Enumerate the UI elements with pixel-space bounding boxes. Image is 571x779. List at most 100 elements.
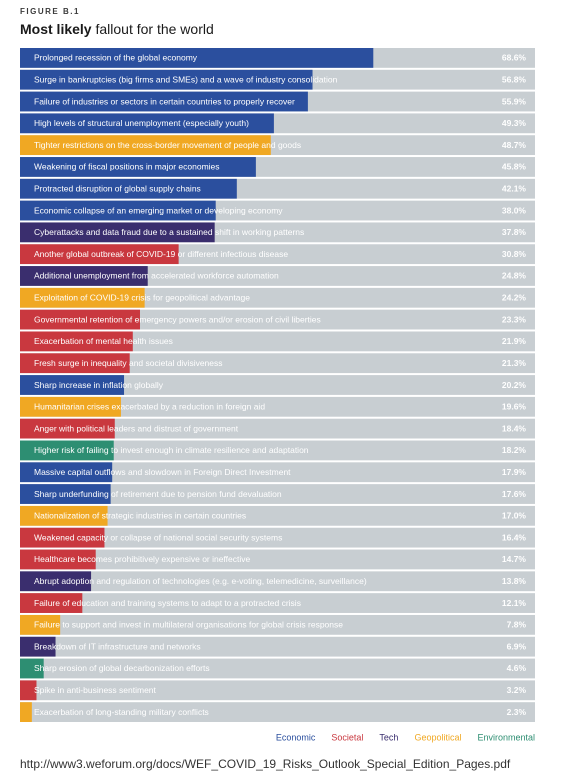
bar xyxy=(20,440,114,461)
bar-background xyxy=(20,702,535,722)
bar xyxy=(20,178,237,199)
category-label: Healthcare becomes prohibitively expensi… xyxy=(34,554,251,564)
bar-background xyxy=(20,593,535,613)
value-label: 7.8% xyxy=(507,620,527,630)
bar-background xyxy=(20,331,535,352)
bar-background xyxy=(20,636,535,657)
category-label: High levels of structural unemployment (… xyxy=(34,118,249,128)
value-label: 17.9% xyxy=(502,467,527,477)
category-label: Fresh surge in inequality and societal d… xyxy=(34,358,223,368)
figure-label: FIGURE B.1 xyxy=(20,7,80,16)
bar-background xyxy=(20,353,535,374)
bar xyxy=(20,91,308,112)
bar-background xyxy=(20,266,535,286)
category-label: Another global outbreak of COVID-19 or d… xyxy=(34,249,288,259)
bar xyxy=(20,614,61,635)
bar xyxy=(20,658,44,679)
value-label: 20.2% xyxy=(502,380,527,390)
bar xyxy=(20,309,140,330)
value-label: 30.8% xyxy=(502,249,527,259)
value-label: 48.7% xyxy=(502,140,527,150)
value-label: 18.4% xyxy=(502,423,527,433)
bar-background xyxy=(20,571,535,592)
bar-background xyxy=(20,658,535,679)
value-label: 13.8% xyxy=(502,576,527,586)
value-label: 21.3% xyxy=(502,358,527,368)
category-label: Breakdown of IT infrastructure and netwo… xyxy=(34,641,201,651)
value-label: 19.6% xyxy=(502,402,527,412)
category-label: Massive capital outflows and slowdown in… xyxy=(34,467,291,477)
title-rest: fallout for the world xyxy=(95,21,213,37)
category-label: Failure to support and invest in multila… xyxy=(34,620,343,630)
bar xyxy=(20,505,108,526)
bar-background xyxy=(20,680,535,701)
category-label: Sharp underfunding of retirement due to … xyxy=(34,489,282,499)
category-label: Governmental retention of emergency powe… xyxy=(34,314,321,324)
category-label: Weakening of fiscal positions in major e… xyxy=(34,162,220,172)
category-label: Exacerbation of mental health issues xyxy=(34,336,173,346)
category-label: Exacerbation of long-standing military c… xyxy=(34,707,209,717)
bar-background xyxy=(20,287,535,308)
bar xyxy=(20,549,96,570)
source: http://www3.weforum.org/docs/WEF_COVID_1… xyxy=(20,757,511,771)
value-label: 45.8% xyxy=(502,162,527,172)
bar xyxy=(20,593,83,613)
bar xyxy=(20,200,216,221)
value-label: 55.9% xyxy=(502,96,527,106)
category-label: Nationalization of strategic industries … xyxy=(34,511,246,521)
category-label: Surge in bankruptcies (big firms and SME… xyxy=(34,74,338,84)
value-label: 4.6% xyxy=(507,663,527,673)
category-label: Weakened capacity or collapse of nationa… xyxy=(34,532,282,542)
legend-entry: Environmental xyxy=(477,732,535,742)
category-label: Failure of education and training system… xyxy=(34,598,301,608)
category-label: Spike in anti-business sentiment xyxy=(34,685,157,695)
category-label: Sharp erosion of global decarbonization … xyxy=(34,663,210,673)
value-label: 24.8% xyxy=(502,271,527,281)
bar-background xyxy=(20,309,535,330)
bar-background xyxy=(20,440,535,461)
bar xyxy=(20,113,274,134)
bar-background xyxy=(20,549,535,570)
bar xyxy=(20,636,56,657)
value-label: 17.6% xyxy=(502,489,527,499)
value-label: 37.8% xyxy=(502,227,527,237)
bar-background xyxy=(20,375,535,395)
value-label: 23.3% xyxy=(502,314,527,324)
category-label: Prolonged recession of the global econom… xyxy=(34,53,198,63)
legend-entry: Geopolitical xyxy=(414,732,461,742)
bar xyxy=(20,353,130,374)
value-label: 14.7% xyxy=(502,554,527,564)
category-label: Anger with political leaders and distrus… xyxy=(34,423,239,433)
category-label: Cyberattacks and data fraud due to a sus… xyxy=(34,227,304,237)
category-label: Sharp increase in inflation globally xyxy=(34,380,164,390)
value-label: 24.2% xyxy=(502,293,527,303)
category-label: Additional unemployment from accelerated… xyxy=(34,271,279,281)
category-label: Humanitarian crises exacerbated by a red… xyxy=(34,402,265,412)
bar xyxy=(20,527,105,548)
value-label: 2.3% xyxy=(507,707,527,717)
category-label: Economic collapse of an emerging market … xyxy=(34,205,283,215)
bar-background xyxy=(20,484,535,504)
bar xyxy=(20,222,215,243)
value-label: 38.0% xyxy=(502,205,527,215)
chart-title: Most likely fallout for the world xyxy=(20,21,214,37)
bar-background xyxy=(20,505,535,526)
bar xyxy=(20,266,148,286)
bar xyxy=(20,287,145,308)
legend-entry: Societal xyxy=(331,732,363,742)
value-label: 68.6% xyxy=(502,53,527,63)
bar xyxy=(20,48,374,68)
value-label: 16.4% xyxy=(502,532,527,542)
bar-background xyxy=(20,527,535,548)
bar xyxy=(20,331,133,352)
value-label: 12.1% xyxy=(502,598,527,608)
bar xyxy=(20,396,121,417)
bar xyxy=(20,571,92,592)
bar xyxy=(20,244,179,265)
category-label: Tighter restrictions on the cross-border… xyxy=(34,140,301,150)
value-label: 6.9% xyxy=(507,641,527,651)
bar-background xyxy=(20,418,535,439)
legend-entry: Economic xyxy=(276,732,316,742)
value-label: 17.0% xyxy=(502,511,527,521)
